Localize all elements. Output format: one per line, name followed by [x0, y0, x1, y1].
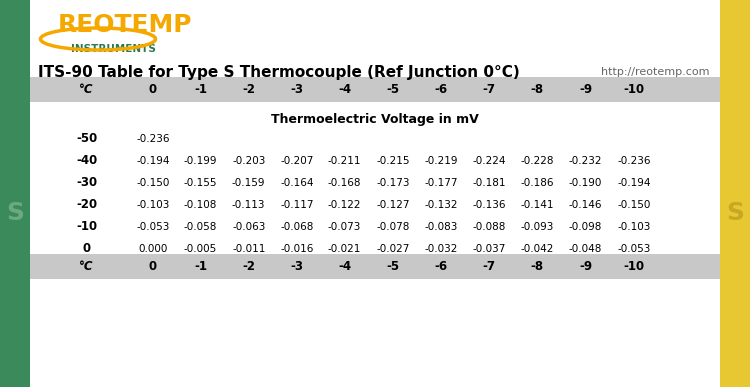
- Text: -0.141: -0.141: [520, 200, 554, 210]
- Text: -0.232: -0.232: [568, 156, 602, 166]
- Text: -0.053: -0.053: [136, 222, 170, 232]
- Text: S: S: [726, 201, 744, 225]
- Text: 0: 0: [148, 260, 157, 273]
- Text: -0.088: -0.088: [472, 222, 506, 232]
- Text: -0.194: -0.194: [136, 156, 170, 166]
- Text: -0.207: -0.207: [280, 156, 314, 166]
- Text: -7: -7: [482, 83, 495, 96]
- Text: -0.053: -0.053: [617, 244, 650, 254]
- Text: -0.073: -0.073: [328, 222, 362, 232]
- Text: -0.228: -0.228: [520, 156, 554, 166]
- Text: -0.108: -0.108: [184, 200, 217, 210]
- Text: -0.236: -0.236: [617, 156, 650, 166]
- Text: -3: -3: [290, 83, 304, 96]
- Text: REOTEMP: REOTEMP: [58, 13, 192, 37]
- Text: -2: -2: [242, 260, 255, 273]
- Text: -6: -6: [435, 260, 448, 273]
- Text: -0.150: -0.150: [136, 178, 170, 188]
- Text: -0.155: -0.155: [184, 178, 218, 188]
- Text: -0.173: -0.173: [376, 178, 410, 188]
- Text: ITS-90 Table for Type S Thermocouple (Ref Junction 0°C): ITS-90 Table for Type S Thermocouple (Re…: [38, 65, 520, 79]
- Text: -0.068: -0.068: [280, 222, 314, 232]
- Text: -8: -8: [530, 83, 544, 96]
- Text: -40: -40: [76, 154, 98, 168]
- Text: -10: -10: [623, 260, 644, 273]
- Text: -0.117: -0.117: [280, 200, 314, 210]
- Text: INSTRUMENTS: INSTRUMENTS: [70, 44, 155, 54]
- Text: -0.063: -0.063: [232, 222, 266, 232]
- Text: -0.032: -0.032: [424, 244, 458, 254]
- Text: -4: -4: [338, 260, 351, 273]
- Text: -10: -10: [623, 83, 644, 96]
- Bar: [30, 254, 720, 279]
- Text: -0.048: -0.048: [568, 244, 602, 254]
- Text: -0.190: -0.190: [568, 178, 602, 188]
- Text: -0.113: -0.113: [232, 200, 266, 210]
- Text: -0.150: -0.150: [617, 200, 650, 210]
- Text: http://reotemp.com: http://reotemp.com: [602, 67, 710, 77]
- Text: -0.016: -0.016: [280, 244, 314, 254]
- Text: -0.083: -0.083: [424, 222, 458, 232]
- Text: -0.146: -0.146: [568, 200, 602, 210]
- Text: -0.011: -0.011: [232, 244, 266, 254]
- Text: -50: -50: [76, 132, 98, 146]
- Text: -0.093: -0.093: [520, 222, 554, 232]
- Text: -0.136: -0.136: [472, 200, 506, 210]
- Text: -0.211: -0.211: [328, 156, 362, 166]
- Text: -30: -30: [76, 176, 98, 190]
- Text: -0.168: -0.168: [328, 178, 362, 188]
- Text: -9: -9: [579, 83, 592, 96]
- Text: -0.122: -0.122: [328, 200, 362, 210]
- Text: -9: -9: [579, 260, 592, 273]
- Text: Thermoelectric Voltage in mV: Thermoelectric Voltage in mV: [272, 113, 478, 125]
- Text: -8: -8: [530, 260, 544, 273]
- Text: -0.058: -0.058: [184, 222, 217, 232]
- Text: -0.236: -0.236: [136, 134, 170, 144]
- Text: -7: -7: [482, 260, 495, 273]
- Text: -0.215: -0.215: [376, 156, 410, 166]
- Text: -20: -20: [76, 199, 98, 212]
- Text: -0.177: -0.177: [424, 178, 458, 188]
- Text: 0: 0: [148, 83, 157, 96]
- Text: -0.181: -0.181: [472, 178, 506, 188]
- Text: -5: -5: [386, 260, 400, 273]
- Text: -0.042: -0.042: [520, 244, 554, 254]
- Text: °C: °C: [80, 83, 94, 96]
- Text: -0.098: -0.098: [568, 222, 602, 232]
- Text: -1: -1: [194, 83, 207, 96]
- Text: -0.127: -0.127: [376, 200, 410, 210]
- Text: °C: °C: [80, 260, 94, 273]
- Text: -3: -3: [290, 260, 304, 273]
- Text: -1: -1: [194, 260, 207, 273]
- Text: -0.199: -0.199: [184, 156, 218, 166]
- Text: -0.186: -0.186: [520, 178, 554, 188]
- Text: -2: -2: [242, 83, 255, 96]
- Text: -0.027: -0.027: [376, 244, 410, 254]
- Bar: [30, 77, 720, 102]
- Text: -0.194: -0.194: [617, 178, 650, 188]
- Text: -0.005: -0.005: [184, 244, 217, 254]
- Text: S: S: [6, 201, 24, 225]
- Text: -0.224: -0.224: [472, 156, 506, 166]
- Text: -0.103: -0.103: [617, 222, 650, 232]
- Text: -0.132: -0.132: [424, 200, 458, 210]
- Text: -0.021: -0.021: [328, 244, 362, 254]
- Text: 0: 0: [82, 243, 91, 255]
- Text: -0.078: -0.078: [376, 222, 410, 232]
- Text: -0.219: -0.219: [424, 156, 458, 166]
- Text: -0.164: -0.164: [280, 178, 314, 188]
- Text: -6: -6: [435, 83, 448, 96]
- Text: -10: -10: [76, 221, 98, 233]
- Text: -0.159: -0.159: [232, 178, 266, 188]
- Text: -0.037: -0.037: [472, 244, 506, 254]
- Text: 0.000: 0.000: [138, 244, 167, 254]
- Text: -4: -4: [338, 83, 351, 96]
- Text: -0.203: -0.203: [232, 156, 266, 166]
- Text: -5: -5: [386, 83, 400, 96]
- Text: -0.103: -0.103: [136, 200, 170, 210]
